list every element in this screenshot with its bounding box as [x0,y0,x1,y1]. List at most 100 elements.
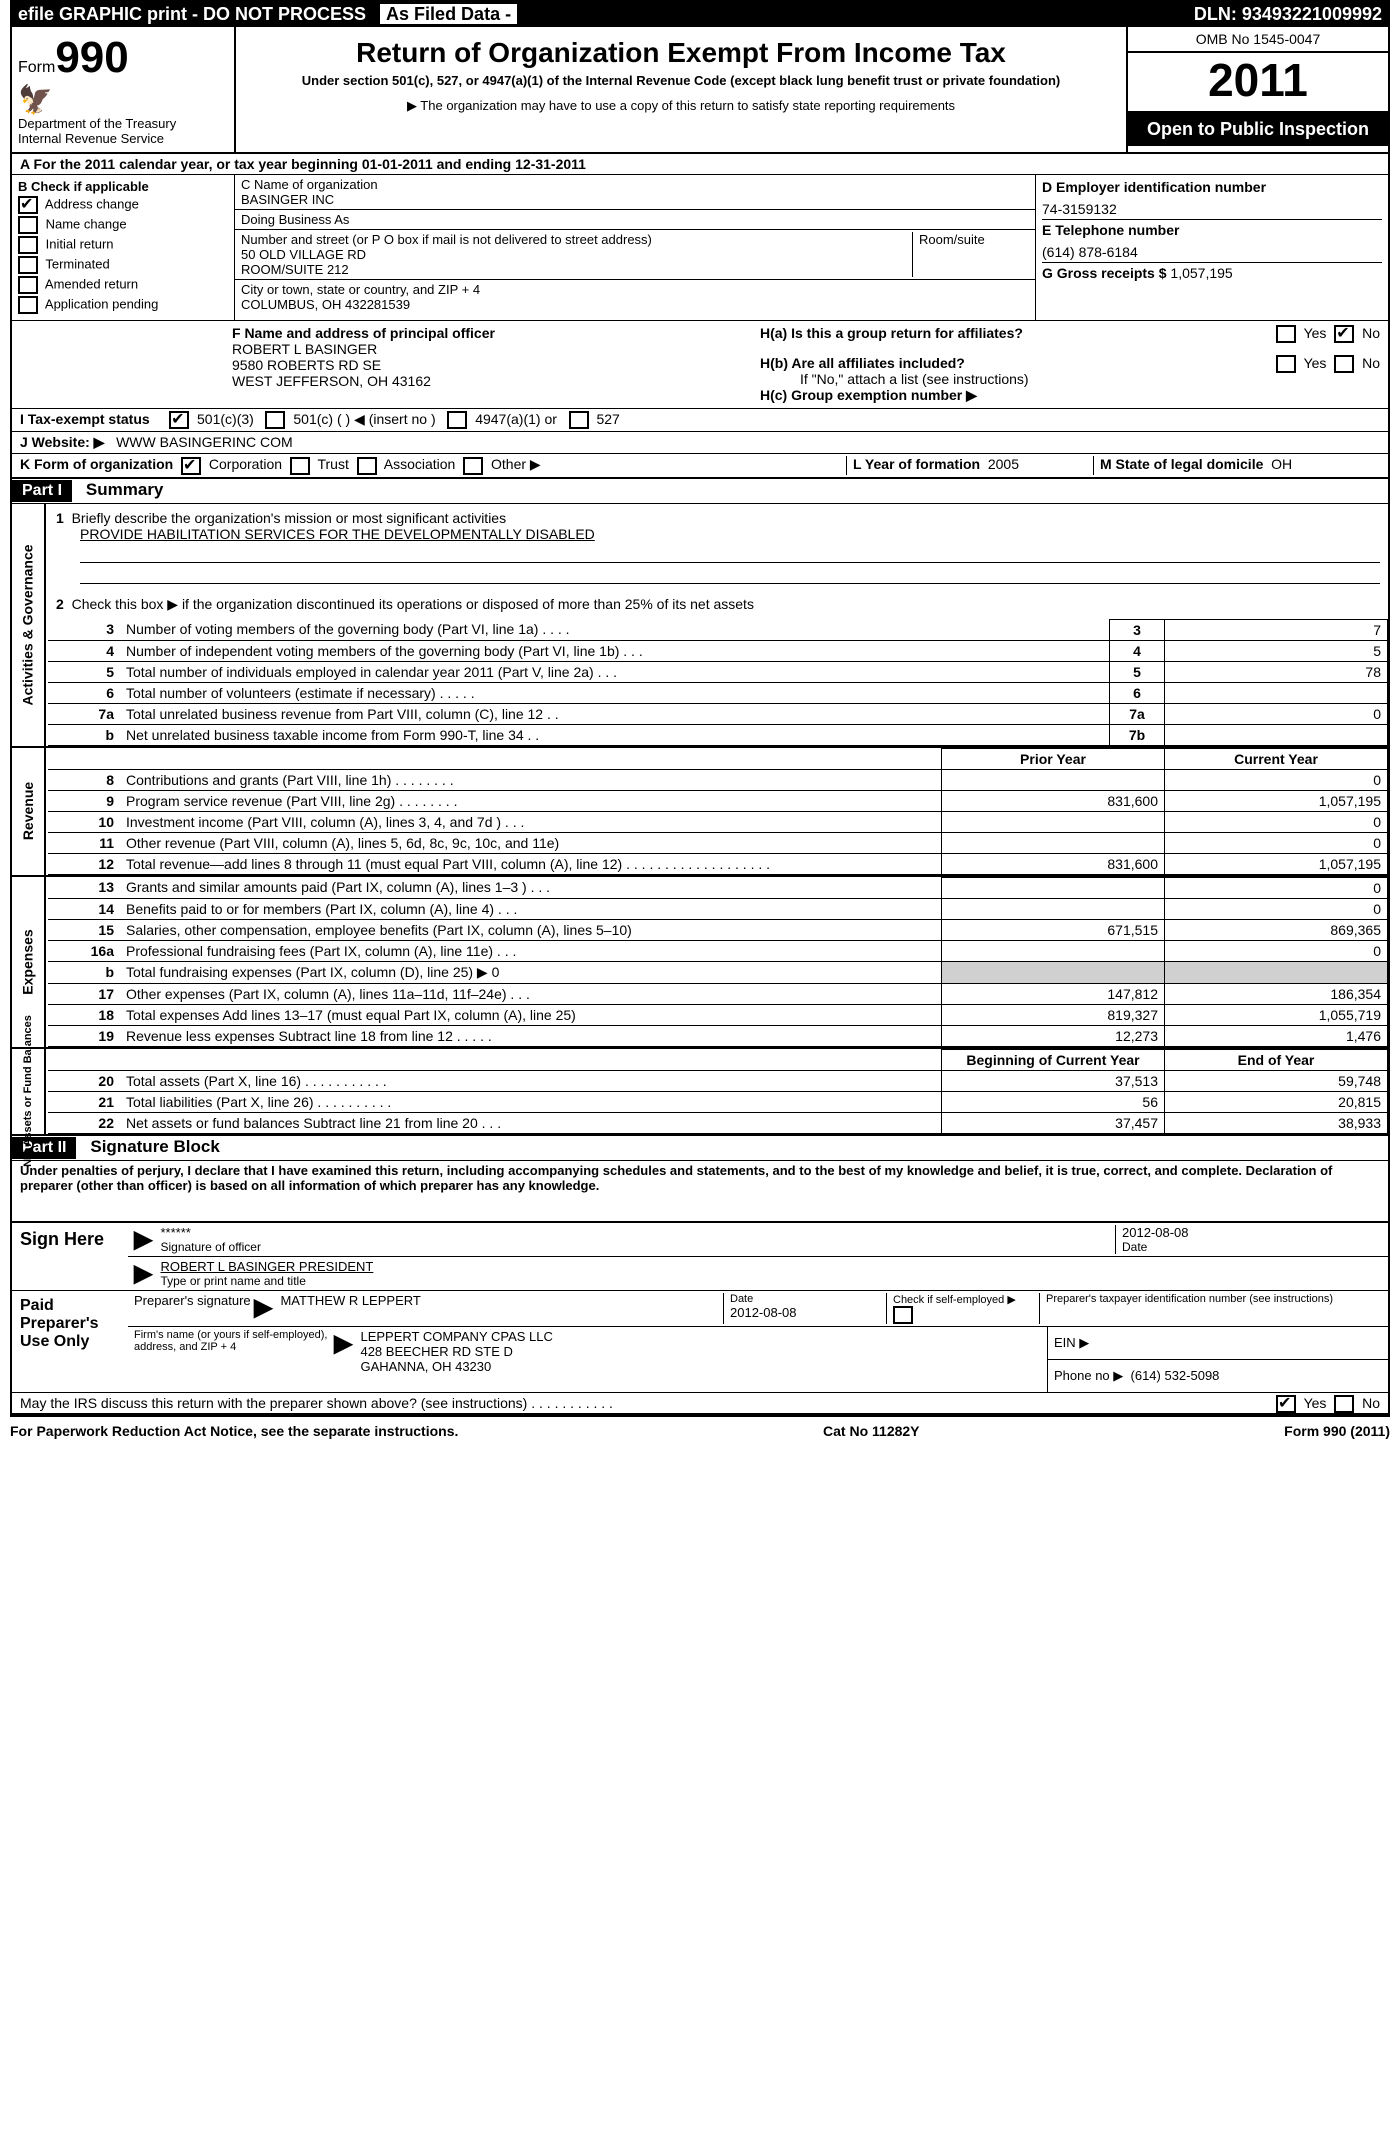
discuss-line: May the IRS discuss this return with the… [12,1393,1388,1415]
discuss-no-chk[interactable] [1334,1395,1354,1413]
f-label: F Name and address of principal officer [232,325,744,341]
asfiled-box: As Filed Data - [379,3,518,25]
no-1: No [1362,325,1380,341]
col-b-title: B Check if applicable [18,179,228,194]
hdr-begin: Beginning of Current Year [942,1049,1165,1070]
i-4947-chk[interactable] [447,411,467,429]
self-emp-chk[interactable] [893,1306,913,1324]
net-table: Beginning of Current YearEnd of Year 20 … [48,1049,1388,1134]
footer-left: For Paperwork Reduction Act Notice, see … [10,1423,458,1439]
fin-row-11: 11 Other revenue (Part VIII, column (A),… [48,832,1388,853]
gov-row-3: 3 Number of voting members of the govern… [48,619,1388,640]
k-corp-chk[interactable] [181,457,201,475]
f-name: ROBERT L BASINGER [232,341,744,357]
chk-terminated[interactable] [18,256,38,274]
arrow-icon: ▶ [134,1225,152,1254]
fin-row-b: b Total fundraising expenses (Part IX, c… [48,961,1388,983]
prep-date: 2012-08-08 [730,1305,880,1320]
firm-name: LEPPERT COMPANY CPAS LLC [360,1329,552,1344]
addr-label: Number and street (or P O box if mail is… [241,232,906,247]
c-name: BASINGER INC [241,192,1029,207]
form-subtitle-1: Under section 501(c), 527, or 4947(a)(1)… [250,73,1112,88]
page-footer: For Paperwork Reduction Act Notice, see … [2,1417,1398,1445]
fin-row-18: 18 Total expenses Add lines 13–17 (must … [48,1004,1388,1025]
revenue-table: Prior YearCurrent Year 8 Contributions a… [48,748,1388,875]
open-to-public: Open to Public Inspection [1128,113,1388,146]
dln-label: DLN: [1194,4,1237,24]
ha-yes-chk[interactable] [1276,325,1296,343]
g-gross: 1,057,195 [1170,265,1232,281]
part1-label: Part I [12,480,72,502]
i-501c3: 501(c)(3) [197,411,254,427]
chk-initial-return[interactable] [18,236,38,254]
form-990-page: efile GRAPHIC print - DO NOT PROCESS As … [10,0,1390,1417]
arrow-icon-2: ▶ [134,1259,152,1288]
i-501c-chk[interactable] [265,411,285,429]
perjury-text: Under penalties of perjury, I declare th… [12,1161,1388,1223]
part-1-header: Part I Summary [12,477,1388,504]
section-net-assets: Net Assets or Fund Balances Beginning of… [12,1049,1388,1136]
k-trust-chk[interactable] [290,457,310,475]
k-assoc-chk[interactable] [357,457,377,475]
gov-row-4: 4 Number of independent voting members o… [48,640,1388,661]
footer-form: Form 990 (2011) [1284,1423,1390,1439]
checkbox-address-change: Address change [18,196,228,214]
d-ein: 74-3159132 [1042,201,1382,217]
paid-preparer-label: Paid Preparer's Use Only [12,1291,128,1392]
d-ein-label: D Employer identification number [1042,179,1382,195]
firm-phone: (614) 532-5098 [1131,1368,1220,1383]
line-a: A For the 2011 calendar year, or tax yea… [12,154,1388,175]
side-governance: Activities & Governance [20,544,36,705]
chk-amended-return[interactable] [18,276,38,294]
checkbox-terminated: Terminated [18,256,228,274]
col-b: B Check if applicable Address change Nam… [12,175,235,320]
fin-row-17: 17 Other expenses (Part IX, column (A), … [48,983,1388,1004]
efile-label: efile GRAPHIC print - DO NOT PROCESS [18,4,366,24]
paid-preparer-block: Paid Preparer's Use Only Preparer's sign… [12,1291,1388,1393]
city-value: COLUMBUS, OH 432281539 [241,297,1029,312]
section-expenses: Expenses 13 Grants and similar amounts p… [12,877,1388,1049]
i-501c3-chk[interactable] [169,411,189,429]
dln-value: 93493221009992 [1242,4,1382,24]
form-no: 990 [55,33,128,82]
sign-here-block: Sign Here ▶ ****** Signature of officer … [12,1223,1388,1291]
i-527-chk[interactable] [569,411,589,429]
line-k: K Form of organization Corporation Trust… [12,454,1388,476]
ptin-label: Preparer's taxpayer identification numbe… [1039,1293,1382,1324]
chk-address-change[interactable] [18,196,38,214]
m-state: OH [1271,456,1292,472]
arrow-icon-4: ▶ [334,1329,352,1374]
k-trust: Trust [317,456,348,472]
hb-yes-chk[interactable] [1276,355,1296,373]
hb-no-chk[interactable] [1334,355,1354,373]
dept-1: Department of the Treasury [18,116,228,131]
no-3: No [1362,1395,1380,1411]
q1-label: Briefly describe the organization's miss… [72,510,507,526]
discuss-yes-chk[interactable] [1276,1395,1296,1413]
firm-phone-label: Phone no ▶ [1054,1368,1123,1383]
dba-label: Doing Business As [241,212,1029,227]
m-label: M State of legal domicile [1100,456,1263,472]
checkbox-application-pending: Application pending [18,296,228,314]
sign-date: 2012-08-08 [1122,1225,1382,1240]
col-d: D Employer identification number 74-3159… [1036,175,1388,320]
col-c: C Name of organization BASINGER INC Doin… [235,175,1036,320]
self-emp-label: Check if self-employed ▶ [893,1294,1016,1306]
room-label: Room/suite [913,232,1029,277]
expenses-table: 13 Grants and similar amounts paid (Part… [48,877,1388,1047]
checkbox-amended-return: Amended return [18,276,228,294]
officer-name: ROBERT L BASINGER PRESIDENT [160,1259,373,1274]
form-header: Form990 🦅 Department of the Treasury Int… [12,27,1388,154]
chk-name-change[interactable] [18,216,38,234]
fin-row-10: 10 Investment income (Part VIII, column … [48,811,1388,832]
fin-row-14: 14 Benefits paid to or for members (Part… [48,898,1388,919]
ha-no-chk[interactable] [1334,325,1354,343]
gov-row-b: b Net unrelated business taxable income … [48,724,1388,745]
chk-application-pending[interactable] [18,296,38,314]
form-word: Form [18,59,55,76]
mission-text: PROVIDE HABILITATION SERVICES FOR THE DE… [80,526,1380,542]
tax-year: 2011 [1128,53,1388,113]
k-other-chk[interactable] [463,457,483,475]
website: WWW BASINGERINC COM [116,434,293,450]
side-net: Net Assets or Fund Balances [22,1015,34,1167]
